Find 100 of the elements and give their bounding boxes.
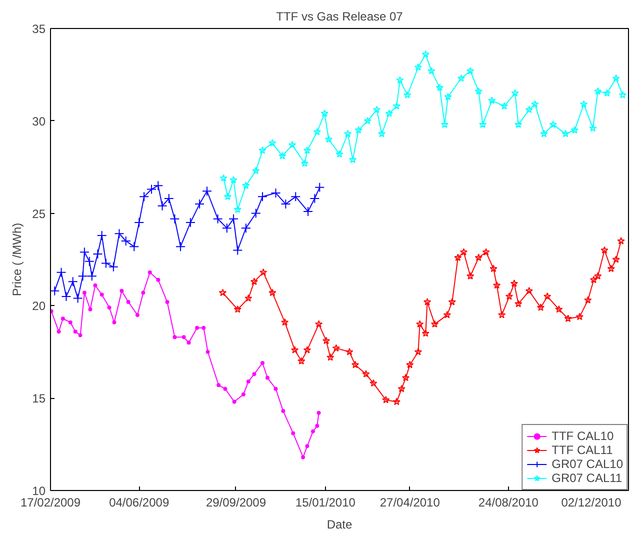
point	[135, 312, 140, 317]
point	[224, 192, 232, 200]
point	[500, 102, 508, 110]
point	[280, 199, 291, 210]
point	[488, 96, 496, 104]
y-tick-label: 30	[32, 114, 46, 128]
point	[402, 374, 410, 382]
point	[362, 370, 370, 378]
y-tick-label: 15	[32, 392, 46, 406]
point	[274, 386, 278, 391]
point	[618, 91, 627, 98]
point	[594, 272, 602, 280]
point	[564, 314, 572, 322]
legend-label: GR07 CAL10	[552, 457, 623, 471]
point	[378, 130, 386, 138]
point	[176, 242, 186, 252]
point	[311, 429, 315, 434]
x-tick-label: 24/08/2010	[478, 496, 539, 510]
point	[232, 245, 243, 256]
point	[474, 254, 482, 261]
point	[305, 444, 310, 448]
point	[443, 310, 451, 318]
point	[562, 130, 570, 138]
y-tick-label: 20	[32, 299, 46, 314]
point	[165, 300, 170, 304]
x-axis-title: Date	[326, 518, 352, 532]
point	[68, 276, 78, 287]
point	[265, 376, 270, 380]
point	[68, 320, 72, 324]
point	[392, 398, 400, 406]
point	[594, 87, 602, 95]
point	[107, 306, 112, 310]
point	[617, 237, 625, 244]
point	[505, 292, 514, 300]
point	[61, 291, 72, 302]
point	[186, 340, 191, 345]
point	[258, 146, 266, 154]
point	[223, 386, 228, 391]
point	[322, 336, 330, 344]
point	[257, 192, 268, 202]
point	[220, 174, 228, 182]
point	[114, 228, 124, 239]
point	[156, 278, 160, 282]
legend-label: TTF CAL11	[552, 443, 613, 457]
point	[310, 194, 320, 204]
point	[314, 182, 325, 192]
point	[126, 300, 130, 304]
point	[86, 271, 97, 282]
x-tick-label: 04/06/2009	[109, 496, 170, 510]
point	[259, 268, 268, 276]
point	[216, 383, 221, 388]
y-tick-label: 25	[32, 206, 46, 221]
point	[354, 126, 362, 134]
point	[514, 300, 522, 308]
point	[120, 236, 131, 246]
point	[93, 283, 98, 288]
point	[288, 140, 296, 148]
point	[60, 316, 65, 321]
point	[100, 258, 111, 268]
point	[444, 92, 452, 100]
point	[182, 335, 186, 340]
point	[531, 100, 539, 108]
point	[290, 346, 299, 354]
point	[141, 290, 146, 295]
point	[514, 120, 522, 128]
point	[540, 130, 548, 138]
point	[385, 110, 394, 117]
point	[303, 346, 312, 354]
point	[324, 135, 333, 143]
point	[422, 50, 430, 58]
point	[96, 230, 107, 240]
point	[372, 106, 381, 114]
point	[185, 218, 196, 228]
point	[298, 357, 306, 364]
point	[134, 218, 144, 228]
point	[268, 288, 276, 296]
point	[498, 310, 506, 318]
point	[79, 247, 90, 258]
point	[416, 320, 424, 328]
point	[78, 333, 82, 338]
point	[218, 288, 227, 296]
point	[382, 396, 390, 404]
point	[396, 76, 404, 84]
point	[100, 292, 104, 297]
point	[157, 200, 168, 211]
point	[370, 379, 378, 387]
point	[320, 110, 328, 117]
point	[482, 248, 490, 256]
point	[398, 384, 406, 392]
point	[336, 150, 344, 158]
point	[139, 192, 150, 202]
point	[120, 288, 124, 293]
point	[316, 410, 321, 415]
x-tick-label: 29/09/2009	[206, 496, 266, 510]
point	[212, 214, 223, 224]
point	[260, 360, 264, 365]
point	[404, 91, 412, 98]
point	[72, 293, 83, 304]
point	[600, 246, 608, 254]
point	[240, 223, 251, 234]
